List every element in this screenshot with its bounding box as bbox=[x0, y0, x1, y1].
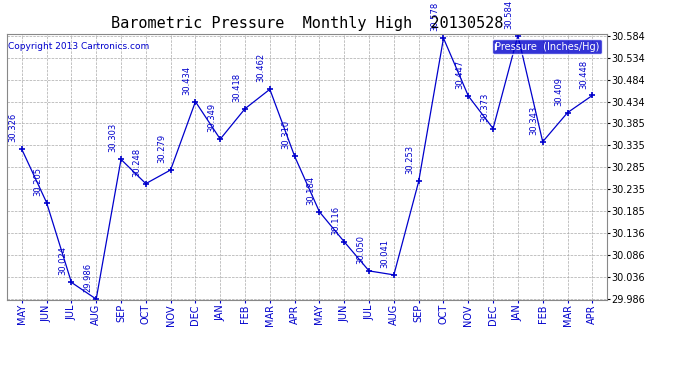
Text: Copyright 2013 Cartronics.com: Copyright 2013 Cartronics.com bbox=[8, 42, 149, 51]
Text: 30.578: 30.578 bbox=[431, 2, 440, 31]
Text: 30.041: 30.041 bbox=[381, 239, 390, 268]
Text: 30.418: 30.418 bbox=[232, 73, 241, 102]
Text: 30.462: 30.462 bbox=[257, 53, 266, 82]
Text: 30.434: 30.434 bbox=[182, 66, 191, 95]
Text: 30.253: 30.253 bbox=[406, 146, 415, 174]
Text: 30.373: 30.373 bbox=[480, 92, 489, 122]
Text: 30.279: 30.279 bbox=[157, 134, 166, 163]
Text: 29.986: 29.986 bbox=[83, 263, 92, 292]
Text: 30.248: 30.248 bbox=[132, 147, 141, 177]
Text: 30.116: 30.116 bbox=[331, 206, 340, 235]
Text: 30.184: 30.184 bbox=[306, 176, 315, 205]
Text: 30.343: 30.343 bbox=[529, 105, 538, 135]
Text: 30.584: 30.584 bbox=[504, 0, 514, 28]
Text: 30.205: 30.205 bbox=[33, 166, 42, 196]
Text: 30.024: 30.024 bbox=[58, 246, 67, 275]
Text: 30.326: 30.326 bbox=[8, 113, 18, 142]
Legend: Pressure  (Inches/Hg): Pressure (Inches/Hg) bbox=[492, 39, 602, 54]
Text: 30.303: 30.303 bbox=[108, 123, 117, 152]
Text: 30.447: 30.447 bbox=[455, 60, 464, 89]
Text: 30.310: 30.310 bbox=[282, 120, 290, 149]
Title: Barometric Pressure  Monthly High  20130528: Barometric Pressure Monthly High 2013052… bbox=[111, 16, 503, 31]
Text: 30.050: 30.050 bbox=[356, 235, 365, 264]
Text: 30.349: 30.349 bbox=[207, 103, 216, 132]
Text: 30.448: 30.448 bbox=[579, 59, 588, 88]
Text: 30.409: 30.409 bbox=[554, 77, 563, 106]
